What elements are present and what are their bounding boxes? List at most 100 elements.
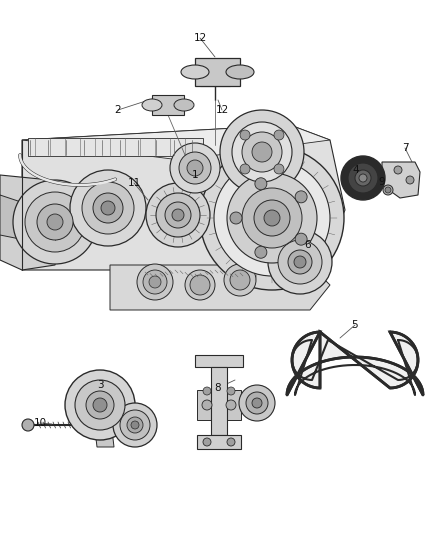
Ellipse shape: [181, 65, 209, 79]
Circle shape: [383, 185, 393, 195]
Bar: [195, 58, 240, 86]
Polygon shape: [287, 332, 423, 395]
Circle shape: [264, 210, 280, 226]
Text: 2: 2: [115, 105, 121, 115]
Circle shape: [203, 438, 211, 446]
Circle shape: [82, 182, 134, 234]
Circle shape: [202, 400, 212, 410]
Circle shape: [190, 275, 210, 295]
Circle shape: [355, 170, 371, 186]
Circle shape: [13, 180, 97, 264]
Circle shape: [268, 230, 332, 294]
Circle shape: [232, 122, 292, 182]
Bar: [211, 367, 227, 435]
Circle shape: [65, 370, 135, 440]
Circle shape: [224, 264, 256, 296]
Circle shape: [93, 398, 107, 412]
Text: 12: 12: [193, 33, 207, 43]
Circle shape: [240, 164, 250, 174]
Ellipse shape: [174, 99, 194, 111]
Text: 1: 1: [192, 170, 198, 180]
Circle shape: [255, 178, 267, 190]
Circle shape: [93, 193, 123, 223]
Circle shape: [187, 160, 203, 176]
Polygon shape: [0, 175, 65, 270]
Text: 5: 5: [352, 320, 358, 330]
Bar: [195, 355, 243, 367]
Circle shape: [242, 132, 282, 172]
Text: 3: 3: [97, 380, 103, 390]
Text: 8: 8: [215, 383, 221, 393]
Circle shape: [226, 400, 236, 410]
Circle shape: [170, 143, 220, 193]
Ellipse shape: [226, 65, 254, 79]
Circle shape: [274, 130, 284, 140]
Circle shape: [278, 240, 322, 284]
Circle shape: [227, 438, 235, 446]
Circle shape: [348, 163, 378, 193]
Polygon shape: [95, 430, 114, 447]
Circle shape: [120, 410, 150, 440]
Circle shape: [295, 191, 307, 203]
Polygon shape: [382, 162, 420, 198]
Circle shape: [252, 398, 262, 408]
Circle shape: [143, 270, 167, 294]
Circle shape: [239, 385, 275, 421]
Ellipse shape: [142, 99, 162, 111]
Circle shape: [22, 419, 34, 431]
Circle shape: [25, 192, 85, 252]
Circle shape: [47, 214, 63, 230]
Circle shape: [172, 209, 184, 221]
Circle shape: [359, 174, 367, 182]
Text: 4: 4: [353, 165, 359, 175]
Circle shape: [255, 246, 267, 258]
Circle shape: [179, 152, 211, 184]
Circle shape: [227, 173, 317, 263]
Circle shape: [274, 164, 284, 174]
Bar: [28, 138, 203, 156]
Bar: [197, 390, 241, 420]
Text: 6: 6: [305, 240, 311, 250]
Circle shape: [113, 403, 157, 447]
Polygon shape: [22, 125, 330, 160]
Circle shape: [200, 146, 344, 290]
Circle shape: [295, 233, 307, 245]
Circle shape: [75, 380, 125, 430]
Circle shape: [242, 188, 302, 248]
Circle shape: [156, 193, 200, 237]
Polygon shape: [110, 265, 330, 310]
Text: 11: 11: [127, 178, 141, 188]
Bar: [152, 95, 184, 115]
Circle shape: [252, 142, 272, 162]
Circle shape: [86, 391, 114, 419]
Text: 12: 12: [215, 105, 229, 115]
Polygon shape: [0, 195, 30, 240]
Circle shape: [230, 270, 250, 290]
Circle shape: [288, 250, 312, 274]
Circle shape: [246, 392, 268, 414]
Circle shape: [230, 212, 242, 224]
Circle shape: [203, 387, 211, 395]
Text: 7: 7: [402, 143, 408, 153]
Text: 9: 9: [379, 177, 385, 187]
Circle shape: [227, 387, 235, 395]
Circle shape: [406, 176, 414, 184]
Text: 10: 10: [33, 418, 46, 428]
Circle shape: [394, 166, 402, 174]
Circle shape: [149, 276, 161, 288]
Circle shape: [341, 156, 385, 200]
Circle shape: [214, 160, 330, 276]
Circle shape: [127, 417, 143, 433]
Bar: [197, 435, 241, 449]
Circle shape: [240, 130, 250, 140]
Circle shape: [146, 183, 210, 247]
Circle shape: [37, 204, 73, 240]
Circle shape: [294, 256, 306, 268]
Circle shape: [101, 201, 115, 215]
Circle shape: [131, 421, 139, 429]
Circle shape: [70, 170, 146, 246]
Circle shape: [185, 270, 215, 300]
Circle shape: [137, 264, 173, 300]
Circle shape: [220, 110, 304, 194]
Circle shape: [165, 202, 191, 228]
